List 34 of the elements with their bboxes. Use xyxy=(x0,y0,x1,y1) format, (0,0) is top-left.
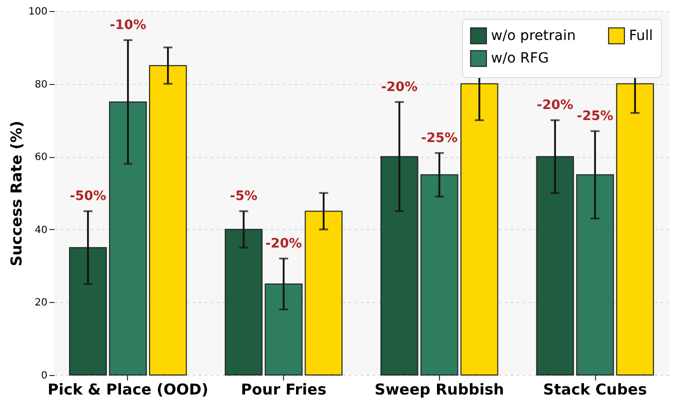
bar xyxy=(460,83,498,376)
annotation: -10% xyxy=(110,18,146,34)
bar xyxy=(224,228,263,376)
annotation: -25% xyxy=(421,130,458,146)
x-tick-label: Pour Fries xyxy=(240,380,326,398)
x-tick-label: Sweep Rubbish xyxy=(374,380,504,398)
x-tick-label: Stack Cubes xyxy=(543,380,647,398)
annotation: -50% xyxy=(70,189,106,204)
bar xyxy=(304,210,343,376)
y-axis-title: Success Rate (%) xyxy=(7,120,26,266)
bar xyxy=(264,284,303,376)
bar xyxy=(69,247,107,376)
bar xyxy=(109,102,147,376)
y-tick-label: 20 xyxy=(34,298,48,309)
bar xyxy=(616,83,654,376)
y-tick-label: 80 xyxy=(34,79,48,90)
y-tick-label: 40 xyxy=(34,224,48,236)
bar xyxy=(420,174,458,376)
y-tick-label: 0 xyxy=(41,370,48,382)
annotation: -20% xyxy=(536,98,574,114)
y-tick-label: 60 xyxy=(34,152,48,164)
bar xyxy=(536,156,574,376)
bar xyxy=(380,156,418,376)
bar xyxy=(576,174,614,376)
legend-label: w/o pretrain xyxy=(491,28,576,44)
annotation: -5% xyxy=(230,189,258,204)
annotation: -25% xyxy=(576,109,614,124)
bar xyxy=(149,65,187,376)
legend-label: w/o RFG xyxy=(491,50,549,66)
annotation: -20% xyxy=(381,80,418,95)
annotation: -20% xyxy=(265,236,302,252)
y-tick-label: 100 xyxy=(28,6,48,18)
legend-label: Full xyxy=(629,28,653,44)
x-tick-label: Pick & Place (OOD) xyxy=(48,380,208,398)
